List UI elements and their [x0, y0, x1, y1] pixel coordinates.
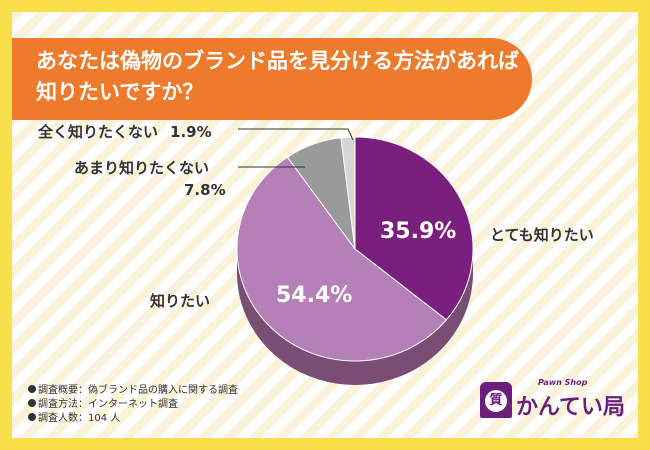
- bullet-icon: [28, 399, 36, 407]
- pie-3d-side: [237, 249, 473, 385]
- footnote-item: 調査人数：104 人: [28, 412, 238, 426]
- pie-slice-4: [340, 136, 356, 250]
- label-amari-name: あまり知りたくない: [74, 159, 209, 177]
- label-amari-value: 7.8%: [184, 181, 226, 199]
- bullet-icon: [28, 385, 36, 393]
- value-shiritai: 54.4%: [276, 283, 352, 308]
- logo-mark-icon: 質: [480, 382, 512, 418]
- leader-line-zenku: [238, 128, 354, 141]
- chart-title: あなたは偽物のブランド品を見分ける方法があれば 知りたいですか？: [36, 46, 519, 108]
- pie-slice-1: [354, 136, 474, 321]
- value-totemo: 35.9%: [380, 219, 456, 244]
- pie-side-band: [237, 249, 473, 385]
- footnote-text: 調査概要：偽ブランド品の購入に関する調査: [38, 385, 238, 396]
- footnote-item: 調査方法：インターネット調査: [28, 398, 238, 412]
- survey-footnotes: 調査概要：偽ブランド品の購入に関する調査 調査方法：インターネット調査 調査人数…: [28, 384, 238, 426]
- bullet-icon: [28, 413, 36, 421]
- logo-subtitle: Pawn Shop: [538, 378, 588, 387]
- title-line-1: あなたは偽物のブランド品を見分ける方法があれば: [36, 49, 519, 73]
- label-shiritai-name: 知りたい: [150, 292, 210, 310]
- footnote-text: 調査方法：インターネット調査: [38, 399, 178, 410]
- label-zenku-name: 全く知りたくない: [37, 123, 158, 141]
- kanteikyoku-logo: 質 Pawn Shop かんてい局 ®: [478, 378, 628, 426]
- logo-mark-glyph: 質: [485, 390, 507, 412]
- footnote-text: 調査人数：104 人: [38, 413, 121, 424]
- label-zenku-value: 1.9%: [170, 123, 212, 141]
- pie-slices: [236, 136, 474, 362]
- title-banner: あなたは偽物のブランド品を見分ける方法があれば 知りたいですか？: [12, 38, 532, 120]
- logo-registered-mark: ®: [618, 408, 625, 416]
- logo-name: かんてい局: [516, 395, 625, 420]
- title-line-2: 知りたいですか？: [36, 80, 204, 104]
- footnote-item: 調査概要：偽ブランド品の購入に関する調査: [28, 384, 238, 398]
- pie-slice-2: [236, 156, 448, 362]
- label-zenku: 全く知りたくない 1.9%: [37, 123, 212, 141]
- label-totemo-name: とても知りたい: [490, 226, 594, 244]
